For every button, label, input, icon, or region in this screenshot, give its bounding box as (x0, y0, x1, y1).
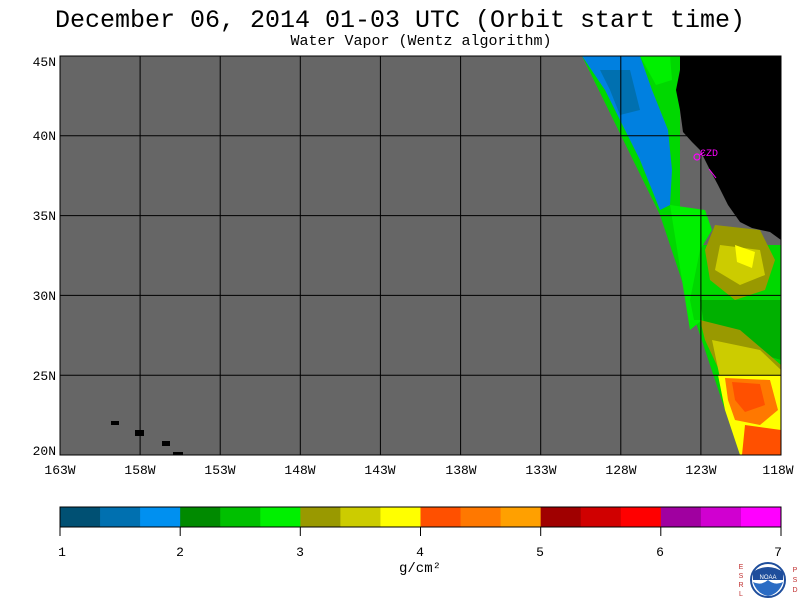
colorbar-swatch (140, 507, 181, 527)
lon-tick-label: 118W (762, 463, 793, 478)
colorbar-tick-label: 1 (58, 545, 66, 560)
colorbar-swatch (420, 507, 462, 527)
logo-letter: S (793, 577, 798, 584)
lat-tick-label: 30N (33, 289, 56, 304)
lon-tick-label: 128W (605, 463, 636, 478)
hawaii-islands (111, 421, 183, 455)
lat-tick-label: 20N (33, 444, 56, 459)
lon-tick-label: 123W (685, 463, 716, 478)
colorbar-swatch (660, 507, 702, 527)
colorbar-swatch (180, 507, 221, 527)
water-vapor-swath (582, 56, 781, 455)
lat-tick-label: 40N (33, 129, 56, 144)
lon-tick-label: 153W (204, 463, 235, 478)
logo-letter: S (739, 573, 744, 580)
colorbar-tick-label: 4 (416, 545, 424, 560)
map-panel: CZD (59, 55, 782, 456)
logo-letter: L (739, 591, 743, 598)
map-title: December 06, 2014 01-03 UTC (Orbit start… (54, 6, 746, 35)
logo-letter: P (793, 567, 798, 574)
lon-tick-label: 138W (445, 463, 476, 478)
map-border (59, 55, 782, 456)
colorbar-swatches (60, 507, 782, 527)
colorbar-tick-label: 2 (176, 545, 184, 560)
lat-tick-label: 25N (33, 369, 56, 384)
north-america-land (676, 56, 781, 240)
colorbar: 1 2 3 4 5 6 7 (58, 506, 782, 560)
colorbar-swatch (220, 507, 261, 527)
lon-tick-label: 148W (284, 463, 315, 478)
lon-tick-label: 133W (525, 463, 556, 478)
logo-letter: D (792, 587, 797, 594)
lon-tick-label: 163W (44, 463, 75, 478)
lat-lon-grid (60, 56, 781, 455)
lat-tick-labels: 45N 40N 35N 30N 25N 20N (33, 55, 56, 459)
colorbar-ticks (59, 527, 782, 536)
colorbar-tick-label: 6 (656, 545, 664, 560)
logo-center-text: NOAA (759, 575, 776, 581)
lon-tick-label: 158W (124, 463, 155, 478)
lat-tick-label: 45N (33, 55, 56, 70)
colorbar-swatch (100, 507, 141, 527)
station-label: CZD (700, 149, 718, 160)
colorbar-swatch (580, 507, 622, 527)
noaa-emblem: E S R L P S D NOAA (738, 562, 798, 598)
map-subtitle: Water Vapor (Wentz algorithm) (290, 33, 552, 50)
lat-tick-label: 35N (33, 209, 56, 224)
colorbar-swatch (60, 507, 101, 527)
colorbar-swatch (380, 507, 421, 527)
lon-tick-labels: 163W 158W 153W 148W 143W 138W 133W 128W … (44, 463, 793, 478)
colorbar-swatch (700, 507, 742, 527)
colorbar-tick-label: 3 (296, 545, 304, 560)
colorbar-swatch (340, 507, 381, 527)
colorbar-tick-label: 7 (774, 545, 782, 560)
colorbar-units: g/cm² (398, 561, 441, 577)
colorbar-swatch (300, 507, 341, 527)
lon-tick-label: 143W (364, 463, 395, 478)
logo-letter: E (739, 564, 744, 571)
noaa-logo: E S R L P S D NOAA (735, 560, 800, 600)
colorbar-swatch (500, 507, 542, 527)
colorbar-swatch (740, 507, 782, 527)
colorbar-swatch (540, 507, 582, 527)
logo-letter: R (738, 582, 743, 589)
colorbar-swatch (260, 507, 301, 527)
colorbar-tick-label: 5 (536, 545, 544, 560)
colorbar-tick-labels: 1 2 3 4 5 6 7 (58, 545, 782, 560)
colorbar-swatch (460, 507, 502, 527)
station-marker-czd: CZD (693, 149, 718, 179)
colorbar-swatch (620, 507, 662, 527)
